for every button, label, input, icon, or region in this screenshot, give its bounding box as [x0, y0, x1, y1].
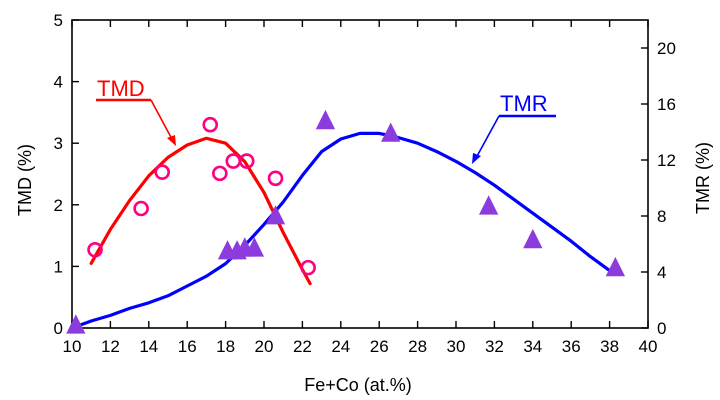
x-tick-label: 18	[216, 337, 235, 356]
x-tick-label: 40	[639, 337, 658, 356]
x-tick-label: 20	[255, 337, 274, 356]
tmr-annotation: TMR	[472, 91, 556, 164]
x-tick-label: 26	[370, 337, 389, 356]
x-tick-label: 30	[447, 337, 466, 356]
left-y-axis-title: TMD (%)	[15, 144, 35, 216]
tmr-annotation-arrow	[475, 115, 500, 159]
tmr-annotation-arrowhead	[472, 153, 481, 164]
right-y-axis-title: TMR (%)	[693, 142, 713, 214]
x-tick-label: 24	[331, 337, 350, 356]
x-tick-label: 28	[408, 337, 427, 356]
series-layer	[66, 109, 626, 334]
tmr-annotation-label: TMR	[500, 91, 548, 116]
tmr-fit-line	[70, 131, 612, 330]
right-y-tick-label: 4	[657, 263, 666, 282]
right-y-tick-label: 0	[657, 319, 666, 338]
tmr-point	[315, 109, 336, 130]
tmr-point	[66, 314, 86, 334]
left-y-tick-label: 0	[54, 319, 63, 338]
x-tick-label: 22	[293, 337, 312, 356]
x-axis: 10 12 14 16 18 20 22 24 26 28 30 32 34 36 38 40	[63, 20, 658, 356]
right-y-tick-label: 16	[657, 95, 676, 114]
tmd-point	[133, 200, 149, 217]
tmr-point	[381, 122, 401, 142]
tmd-point	[202, 116, 219, 133]
tmd-fit-line	[89, 136, 312, 286]
x-tick-label: 36	[562, 337, 581, 356]
left-y-tick-label: 5	[54, 11, 63, 30]
x-tick-label: 10	[63, 337, 82, 356]
tmd-point	[154, 164, 171, 180]
tmd-point	[267, 170, 284, 187]
tmd-point	[87, 241, 103, 258]
tmd-annotation-label: TMD	[97, 76, 145, 101]
right-y-tick-label: 12	[657, 151, 676, 170]
tmr-point	[265, 205, 286, 225]
plot-frame	[71, 19, 649, 329]
tmr-point	[244, 237, 265, 257]
right-y-axis: 0 4 8 12 16 20	[641, 39, 676, 338]
tmr-point	[605, 256, 626, 277]
x-tick-label: 16	[178, 337, 197, 356]
x-tick-label: 32	[485, 337, 504, 356]
x-tick-label: 34	[523, 337, 542, 356]
tmr-point	[478, 195, 499, 215]
tmd-point	[238, 153, 255, 169]
right-y-tick-label: 20	[657, 39, 676, 58]
plot-border	[71, 19, 649, 329]
tmd-point	[225, 153, 242, 169]
tmd-point	[300, 259, 316, 276]
x-tick-label: 14	[139, 337, 158, 356]
x-tick-label: 38	[600, 337, 619, 356]
left-y-tick-label: 4	[54, 73, 63, 92]
tmr-point	[523, 228, 543, 249]
tmd-annotation: TMD	[96, 76, 176, 146]
left-y-tick-label: 2	[54, 196, 63, 215]
x-tick-label: 12	[101, 337, 120, 356]
tmd-annotation-arrow	[150, 99, 174, 142]
left-y-tick-label: 1	[54, 257, 63, 276]
x-axis-title: Fe+Co (at.%)	[304, 375, 412, 395]
right-y-tick-label: 8	[657, 207, 666, 226]
left-y-axis: 0 1 2 3 4 5	[54, 11, 79, 338]
tmd-annotation-arrowhead	[167, 135, 176, 146]
left-y-tick-label: 3	[54, 134, 63, 153]
tmd-point	[212, 165, 228, 182]
